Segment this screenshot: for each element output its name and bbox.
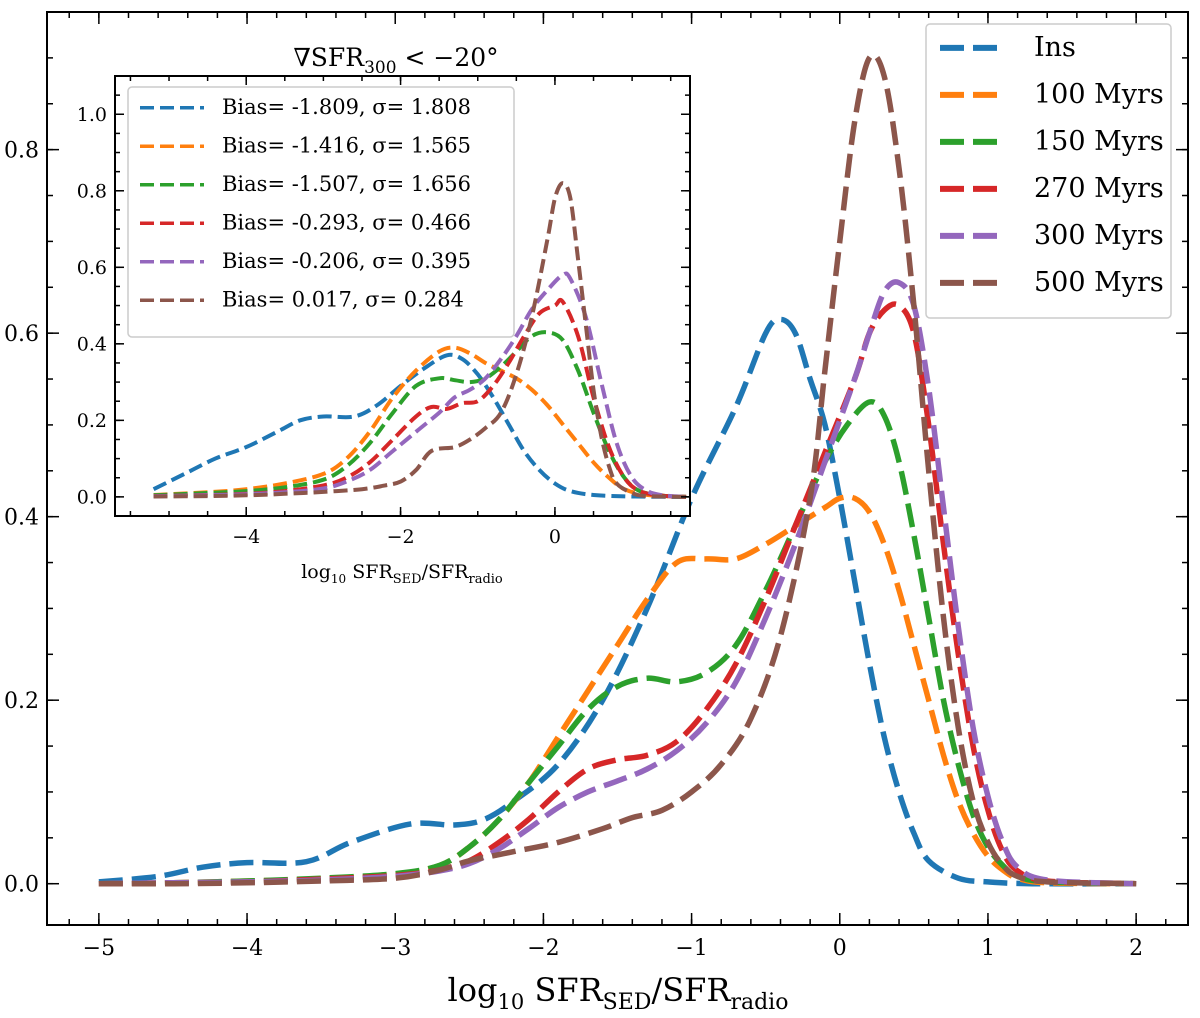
- y-tick-label: 0.2: [77, 410, 107, 432]
- inset-series-line-3: [153, 297, 687, 499]
- main-tick-labels: −5 −4 −3 −2 −1 0 1 2 0.0 0.2 0.4 0.6 0.8: [4, 138, 1143, 961]
- x-tick-label: −5: [83, 936, 115, 961]
- x-tick-label: −1: [675, 936, 707, 961]
- x-tick-label: 0: [833, 936, 847, 961]
- main-axis-ticks: [47, 12, 1188, 925]
- legend-label: 150 Myrs: [1034, 126, 1164, 157]
- legend-label: 270 Myrs: [1034, 173, 1164, 204]
- inset-x-axis-label: log10 SFRSED/SFRradio: [301, 561, 503, 587]
- y-tick-label: 0.6: [77, 257, 107, 279]
- inset-legend-items: Bias= -1.809, σ= 1.808 Bias= -1.416, σ= 1…: [140, 95, 471, 312]
- inset-series-lines: [152, 181, 687, 499]
- inset-axis-ticks: [115, 76, 690, 517]
- main-legend: Ins 100 Myrs 150 Myrs 270 Myrs 300 Myrs 500 M…: [925, 23, 1172, 319]
- main-series-lines: [98, 52, 1137, 887]
- inset-title: ∇SFR300 < −20°: [293, 43, 498, 78]
- inset-legend: Bias= -1.809, σ= 1.808 Bias= -1.416, σ= 1…: [127, 86, 515, 338]
- x-tick-label: −2: [387, 526, 415, 548]
- inset-series-line-5: [153, 181, 687, 499]
- inset-legend-box: [127, 86, 515, 338]
- inset-series-line-4: [153, 271, 687, 499]
- main-series-line-5: [98, 52, 1137, 887]
- main-plot-frame: [46, 11, 1189, 926]
- x-tick-label: −4: [232, 526, 260, 548]
- inset-plot-frame: [114, 75, 691, 517]
- legend-label: Ins: [1034, 32, 1076, 63]
- y-tick-label: 0.8: [4, 138, 39, 163]
- legend-label: Bias= -1.507, σ= 1.656: [222, 172, 471, 196]
- y-tick-label: 0.4: [77, 333, 107, 355]
- inset-series-line-0: [152, 352, 687, 499]
- y-tick-label: 0.0: [77, 487, 107, 509]
- legend-label: Bias= -0.206, σ= 0.395: [222, 249, 471, 273]
- legend-label: 100 Myrs: [1034, 79, 1164, 110]
- x-tick-label: −2: [527, 936, 559, 961]
- inset-plot: −4 −2 0 0.0 0.2 0.4 0.6 0.8 1.0 ∇SFR300 < −20° l…: [77, 43, 691, 587]
- x-tick-label: −4: [231, 936, 263, 961]
- legend-label: Bias= -1.809, σ= 1.808: [222, 95, 471, 119]
- legend-label: Bias= 0.017, σ= 0.284: [222, 288, 464, 312]
- y-tick-label: 0.0: [4, 872, 39, 897]
- legend-label: Bias= -1.416, σ= 1.565: [222, 134, 471, 158]
- main-series-line-0: [98, 316, 1137, 887]
- x-tick-label: 0: [549, 526, 561, 548]
- main-legend-items: Ins 100 Myrs 150 Myrs 270 Myrs 300 Myrs 500 M…: [940, 32, 1164, 298]
- x-tick-label: −3: [379, 936, 411, 961]
- y-tick-label: 1.0: [77, 104, 107, 126]
- main-x-axis-label: log10 SFRSED/SFRradio: [448, 971, 789, 1015]
- y-tick-label: 0.2: [4, 689, 39, 714]
- y-tick-label: 0.6: [4, 322, 39, 347]
- x-tick-label: 1: [981, 936, 995, 961]
- x-tick-label: 2: [1129, 936, 1143, 961]
- y-tick-label: 0.4: [4, 505, 39, 530]
- legend-label: 500 Myrs: [1034, 267, 1164, 298]
- y-tick-label: 0.8: [77, 180, 107, 202]
- legend-label: Bias= -0.293, σ= 0.466: [222, 211, 471, 235]
- inset-tick-labels: −4 −2 0 0.0 0.2 0.4 0.6 0.8 1.0: [77, 104, 561, 548]
- inset-series-line-1: [153, 345, 687, 499]
- legend-label: 300 Myrs: [1034, 220, 1164, 251]
